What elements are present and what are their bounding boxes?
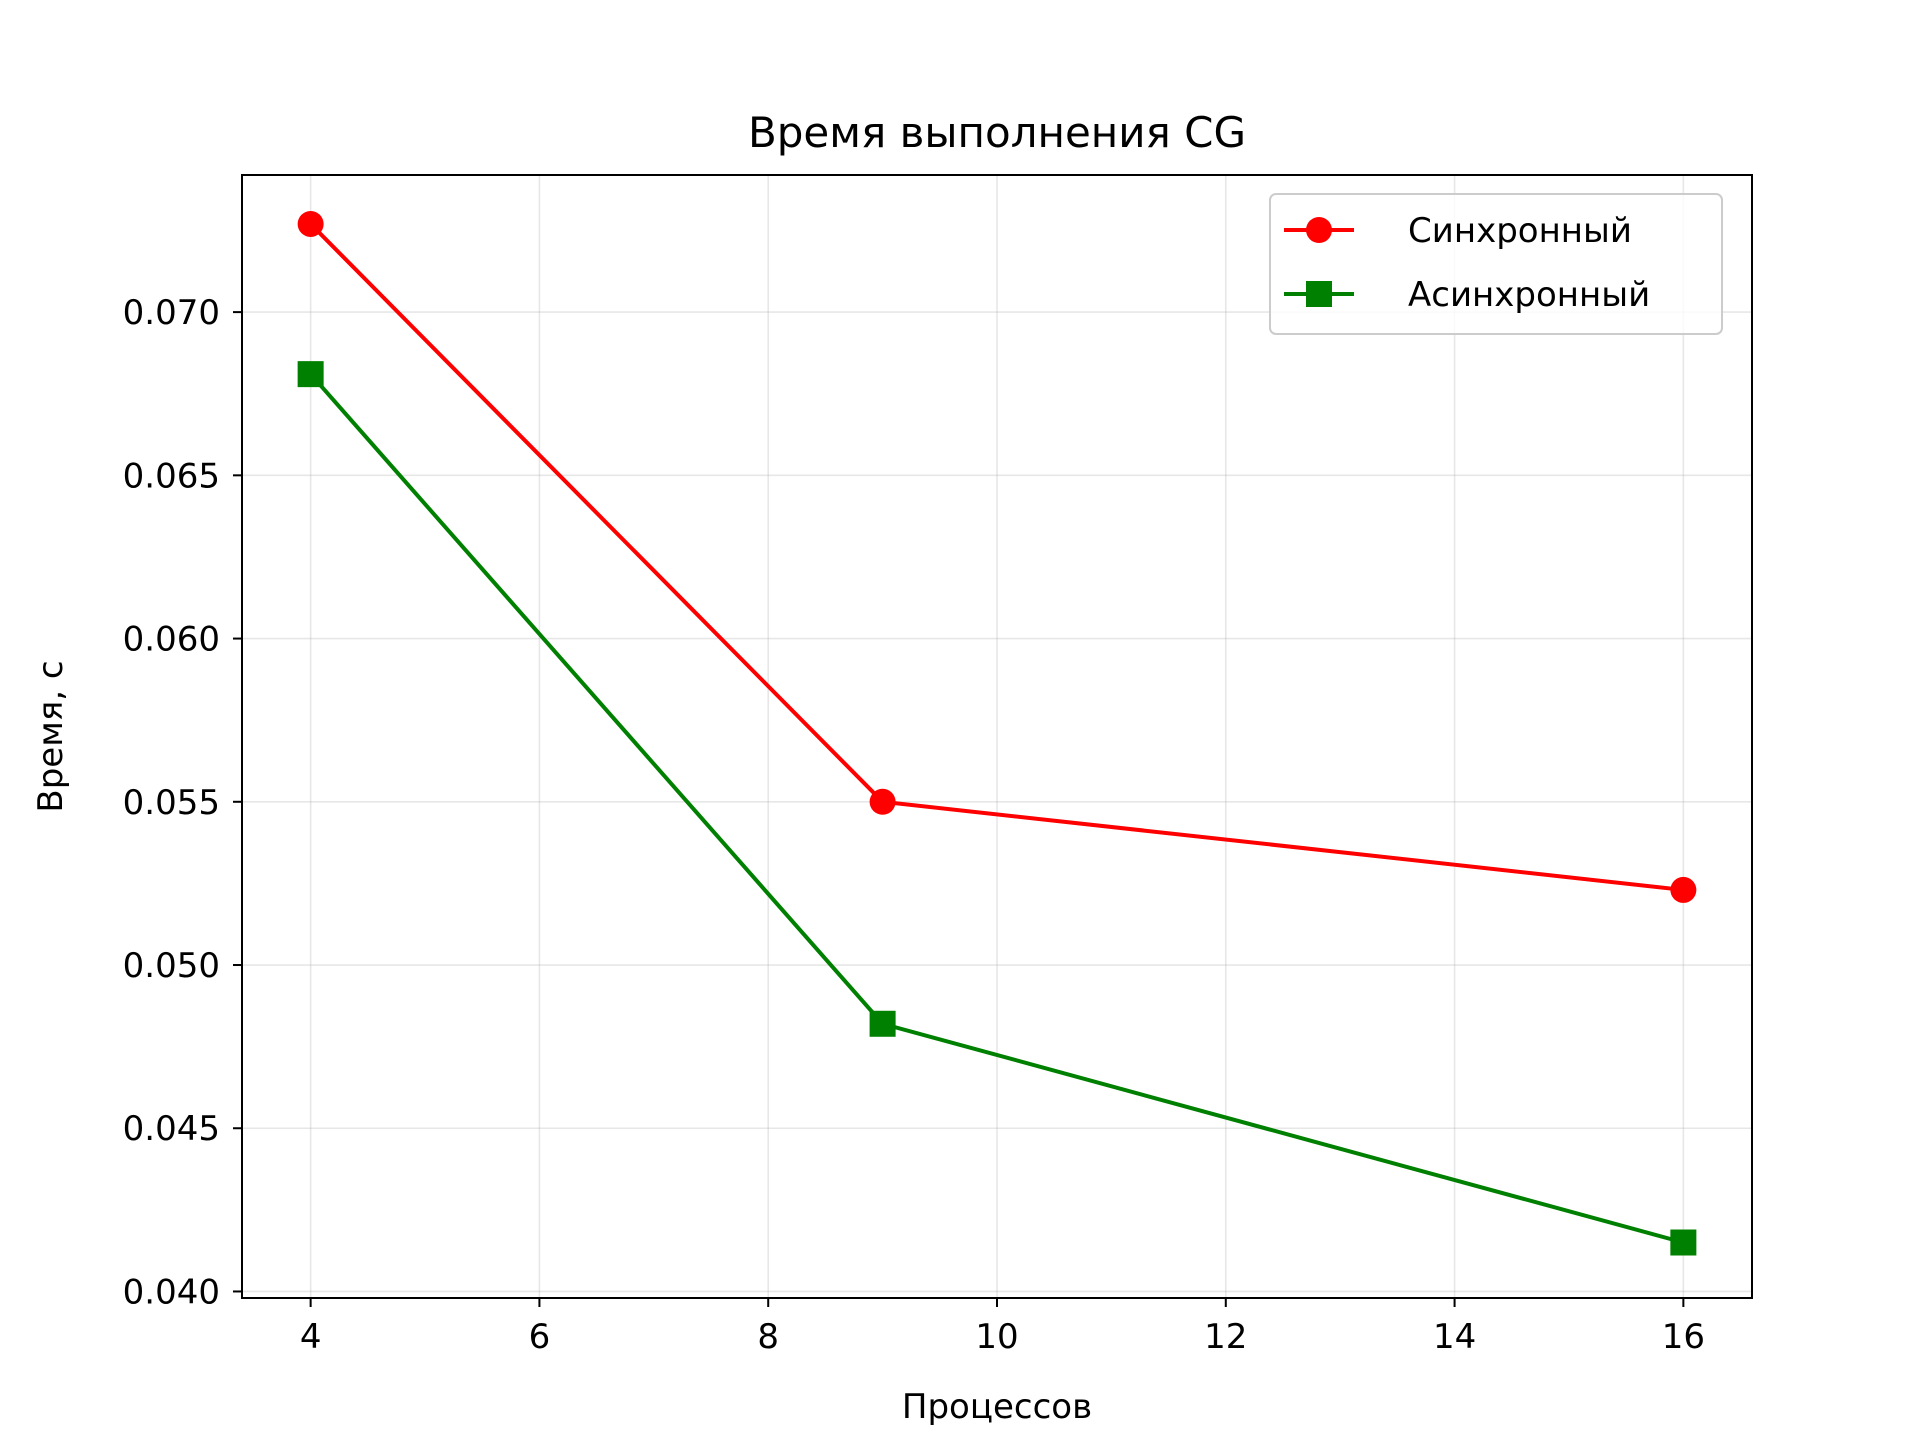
series-1: [297, 210, 1697, 903]
data-point: [869, 1010, 896, 1037]
data-point: [297, 361, 324, 388]
chart-title: Время выполнения CG: [748, 108, 1246, 157]
ticks: 4 6 8 10 12 14 16 0.040 0.045 0.050 0.055 0.060 0.06…: [123, 293, 1705, 1357]
y-tick-label: 0.060: [123, 620, 220, 660]
x-tick-label: 16: [1662, 1317, 1705, 1357]
legend-label: Асинхронный: [1408, 275, 1650, 315]
y-tick-label: 0.045: [123, 1109, 220, 1149]
data-point: [1670, 1229, 1697, 1256]
x-axis-label: Процессов: [902, 1387, 1092, 1427]
x-tick-label: 10: [975, 1317, 1018, 1357]
legend-marker: [1306, 217, 1332, 243]
x-tick-label: 12: [1204, 1317, 1247, 1357]
series-2: [297, 361, 1697, 1256]
series-layer: [297, 210, 1697, 1256]
legend-box: [1269, 193, 1723, 335]
data-point: [869, 788, 896, 815]
data-point: [297, 210, 324, 237]
data-point: [1670, 876, 1697, 903]
y-tick-label: 0.070: [123, 293, 220, 333]
legend-marker: [1306, 281, 1332, 307]
x-tick-label: 4: [300, 1317, 322, 1357]
x-tick-label: 14: [1433, 1317, 1476, 1357]
legend-item: Синхронный: [1284, 211, 1632, 251]
y-tick-label: 0.040: [123, 1272, 220, 1312]
grid: [242, 175, 1752, 1298]
legend: Синхронный Асинхронный: [1269, 193, 1723, 335]
y-tick-label: 0.055: [123, 783, 220, 823]
y-axis-label: Время, с: [31, 660, 71, 812]
x-tick-label: 8: [757, 1317, 779, 1357]
y-tick-label: 0.050: [123, 946, 220, 986]
x-tick-label: 6: [529, 1317, 551, 1357]
y-tick-label: 0.065: [123, 456, 220, 496]
legend-item: Асинхронный: [1284, 275, 1650, 315]
legend-label: Синхронный: [1408, 211, 1632, 251]
